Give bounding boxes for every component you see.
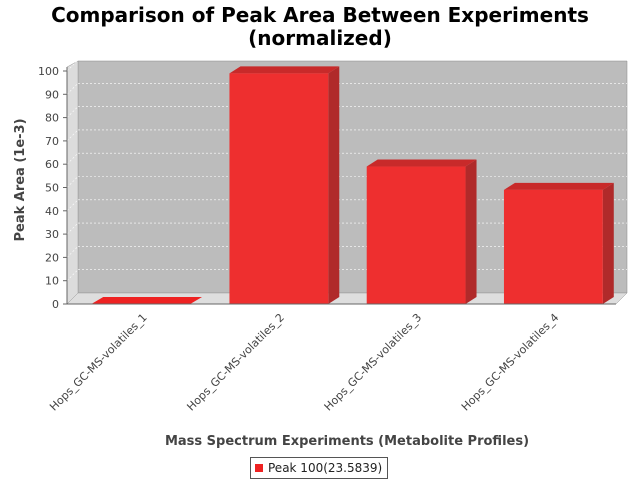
y-tick-label: 50 (45, 182, 59, 195)
bar-side (602, 182, 614, 304)
gridline-side (66, 59, 79, 72)
gridline-side (66, 83, 79, 95)
gridline-side (66, 246, 79, 258)
x-tick-label: Hops_GC-MS-volatiles_1 (47, 311, 150, 414)
gridline-side (66, 176, 79, 188)
x-tick-label: Hops_GC-MS-volatiles_2 (184, 311, 287, 414)
bar (366, 159, 477, 304)
bar-side (465, 159, 477, 304)
bar-flat (92, 297, 203, 304)
y-tick-label: 40 (45, 205, 59, 218)
legend: Peak 100(23.5839) (250, 457, 389, 479)
bars (92, 66, 614, 304)
gridline-side (66, 269, 79, 281)
y-tick-label: 20 (45, 251, 59, 264)
y-tick-label: 90 (45, 88, 59, 101)
bar-top (503, 182, 614, 190)
gridline-side (66, 199, 79, 212)
bar-top (229, 66, 340, 74)
plot-side-wall (66, 60, 79, 305)
bar (503, 182, 614, 304)
x-axis: Hops_GC-MS-volatiles_1 Hops_GC-MS-volatil… (47, 303, 616, 414)
legend-swatch (255, 464, 263, 472)
bar-top (366, 159, 477, 167)
y-tick-label: 100 (38, 65, 59, 78)
bar-front (366, 166, 466, 304)
bar (92, 297, 203, 304)
bar (229, 66, 340, 304)
y-tick-label: 60 (45, 158, 59, 171)
legend-label: Peak 100(23.5839) (268, 461, 383, 475)
bar-front (503, 189, 603, 304)
y-tick-label: 80 (45, 112, 59, 125)
y-axis-label: Peak Area (1e-3) (13, 118, 28, 241)
y-tick-label: 0 (52, 298, 59, 311)
x-axis-label: Mass Spectrum Experiments (Metabolite Pr… (165, 434, 529, 449)
chart-subtitle: (normalized) (248, 26, 392, 50)
y-tick-label: 10 (45, 275, 59, 288)
bar-front (229, 73, 329, 304)
y-tick-label: 70 (45, 135, 59, 148)
chart-title: Comparison of Peak Area Between Experime… (51, 3, 589, 27)
gridline-side (66, 106, 79, 118)
bar-side (328, 66, 340, 304)
y-tick-label: 30 (45, 228, 59, 241)
x-tick-label: Hops_GC-MS-volatiles_4 (459, 311, 562, 414)
gridline-side (66, 129, 79, 142)
gridline-side (66, 222, 79, 235)
gridline-side (66, 152, 79, 165)
y-axis: 0 10 20 30 40 50 60 70 80 90 100 (38, 65, 68, 311)
x-tick-label: Hops_GC-MS-volatiles_3 (322, 311, 425, 414)
